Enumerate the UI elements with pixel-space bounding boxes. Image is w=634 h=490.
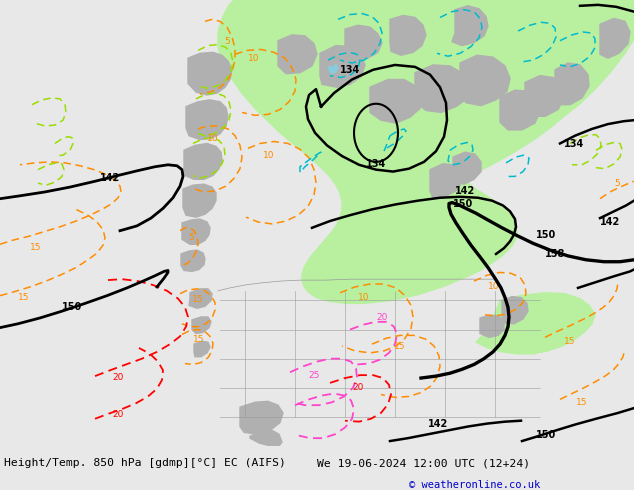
Text: 142: 142 xyxy=(600,217,620,227)
Text: 10: 10 xyxy=(248,54,259,63)
Polygon shape xyxy=(183,184,216,217)
Text: 10: 10 xyxy=(207,134,219,143)
Polygon shape xyxy=(328,64,338,74)
Text: 150: 150 xyxy=(536,430,556,440)
Text: 15: 15 xyxy=(193,335,205,344)
Text: 142: 142 xyxy=(100,173,120,183)
Text: 10: 10 xyxy=(263,151,275,160)
Polygon shape xyxy=(184,144,222,179)
Polygon shape xyxy=(250,430,282,446)
Polygon shape xyxy=(189,289,212,308)
Text: 5: 5 xyxy=(188,233,194,243)
Polygon shape xyxy=(345,25,382,60)
Text: 15: 15 xyxy=(30,243,41,252)
Text: 134: 134 xyxy=(340,65,360,74)
Text: 150: 150 xyxy=(62,302,82,312)
Text: 20: 20 xyxy=(112,410,124,419)
Polygon shape xyxy=(240,401,283,434)
Polygon shape xyxy=(192,317,211,334)
Polygon shape xyxy=(188,52,232,95)
Text: © weatheronline.co.uk: © weatheronline.co.uk xyxy=(409,480,540,490)
Polygon shape xyxy=(181,250,205,271)
Text: 158: 158 xyxy=(545,249,566,259)
Polygon shape xyxy=(460,55,510,106)
Polygon shape xyxy=(194,341,210,357)
Polygon shape xyxy=(525,75,564,116)
Text: 15: 15 xyxy=(564,337,576,346)
Text: 25: 25 xyxy=(308,371,320,380)
Polygon shape xyxy=(370,79,422,123)
Text: 134: 134 xyxy=(564,139,585,149)
Polygon shape xyxy=(500,90,540,130)
Polygon shape xyxy=(480,315,504,337)
Polygon shape xyxy=(600,19,630,58)
Text: 142: 142 xyxy=(455,186,476,196)
Text: 20: 20 xyxy=(376,313,387,322)
Text: 20: 20 xyxy=(112,373,124,382)
Polygon shape xyxy=(278,35,317,74)
Text: 15: 15 xyxy=(18,294,30,302)
Text: 10: 10 xyxy=(358,294,370,302)
Polygon shape xyxy=(415,65,470,112)
Polygon shape xyxy=(555,63,589,105)
Text: We 19-06-2024 12:00 UTC (12+24): We 19-06-2024 12:00 UTC (12+24) xyxy=(317,458,530,468)
Text: Height/Temp. 850 hPa [gdmp][°C] EC (AIFS): Height/Temp. 850 hPa [gdmp][°C] EC (AIFS… xyxy=(4,458,286,468)
Text: 150: 150 xyxy=(536,230,556,241)
Text: 15: 15 xyxy=(192,295,204,304)
Polygon shape xyxy=(502,296,528,324)
Polygon shape xyxy=(452,6,488,46)
Polygon shape xyxy=(390,16,426,55)
Polygon shape xyxy=(218,0,634,303)
Polygon shape xyxy=(182,219,210,245)
Text: 150: 150 xyxy=(453,199,473,209)
Text: 15: 15 xyxy=(394,342,406,351)
Polygon shape xyxy=(430,164,462,198)
Polygon shape xyxy=(453,152,481,184)
Text: 10: 10 xyxy=(488,282,500,291)
Polygon shape xyxy=(476,293,595,354)
Text: 142: 142 xyxy=(428,418,448,429)
Text: 20: 20 xyxy=(352,383,363,392)
Text: 134: 134 xyxy=(366,159,386,169)
Text: 15: 15 xyxy=(576,398,588,407)
Text: 5: 5 xyxy=(614,179,620,188)
Polygon shape xyxy=(320,46,365,87)
Polygon shape xyxy=(186,100,228,140)
Text: 5: 5 xyxy=(224,37,230,46)
